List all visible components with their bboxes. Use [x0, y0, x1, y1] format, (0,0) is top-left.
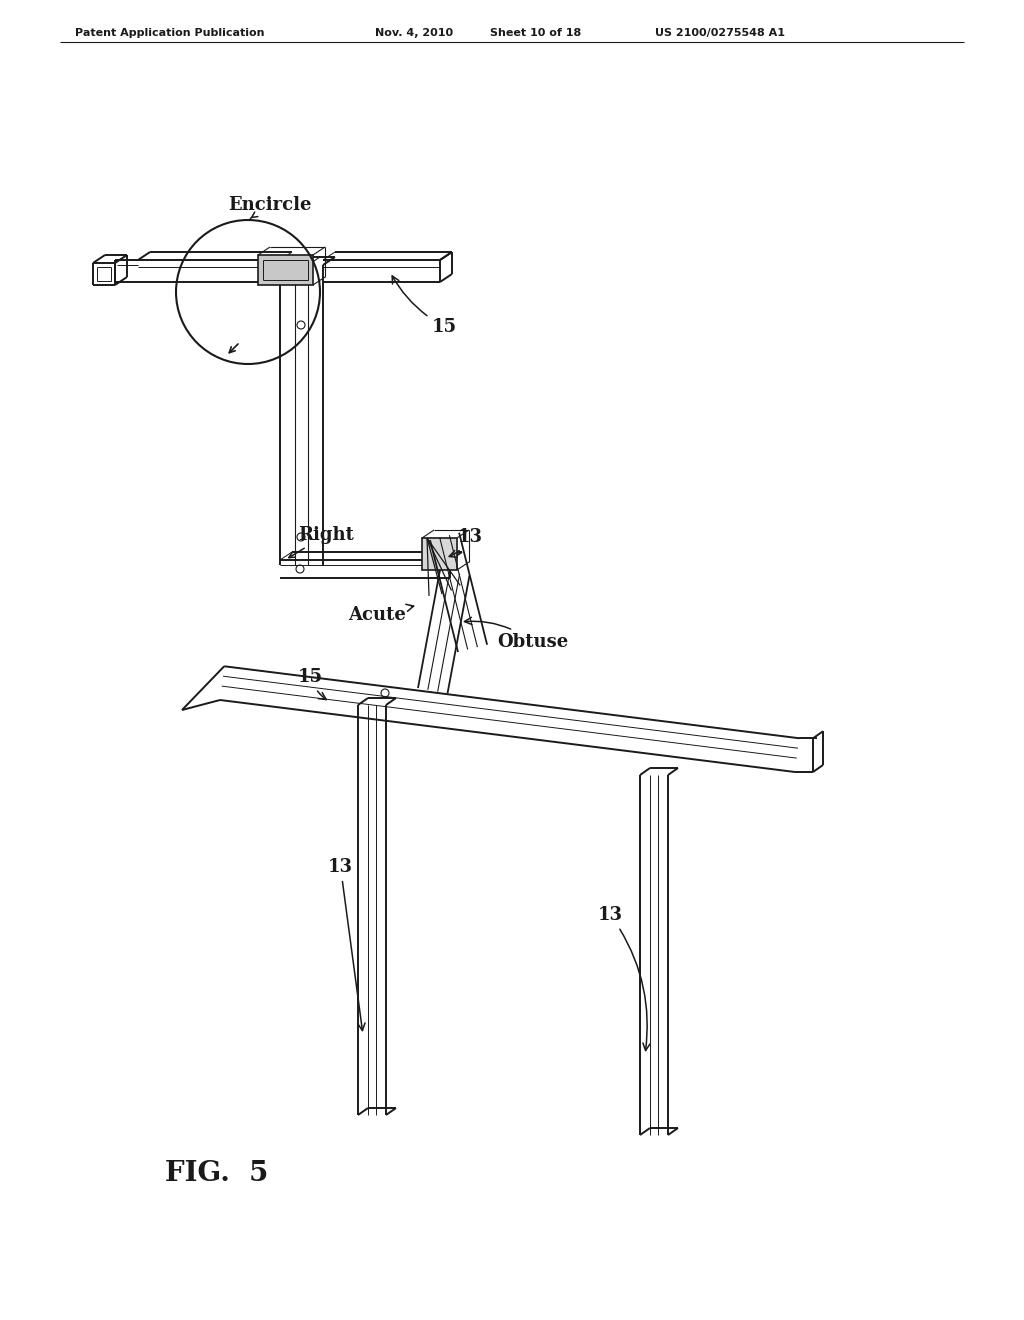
Text: 13: 13	[598, 906, 650, 1051]
Text: 15: 15	[392, 276, 457, 337]
Text: FIG.  5: FIG. 5	[165, 1160, 268, 1187]
Text: 13: 13	[328, 858, 365, 1031]
Text: 13: 13	[450, 528, 483, 557]
Text: US 2100/0275548 A1: US 2100/0275548 A1	[655, 28, 785, 38]
Text: Encircle: Encircle	[228, 195, 311, 218]
Text: Right: Right	[289, 525, 354, 557]
Text: Nov. 4, 2010: Nov. 4, 2010	[375, 28, 454, 38]
Text: Sheet 10 of 18: Sheet 10 of 18	[490, 28, 582, 38]
Polygon shape	[422, 539, 457, 570]
Text: Acute: Acute	[348, 605, 414, 624]
Polygon shape	[258, 255, 313, 285]
Text: Patent Application Publication: Patent Application Publication	[75, 28, 264, 38]
Text: 15: 15	[298, 668, 327, 700]
Text: Obtuse: Obtuse	[465, 618, 568, 651]
